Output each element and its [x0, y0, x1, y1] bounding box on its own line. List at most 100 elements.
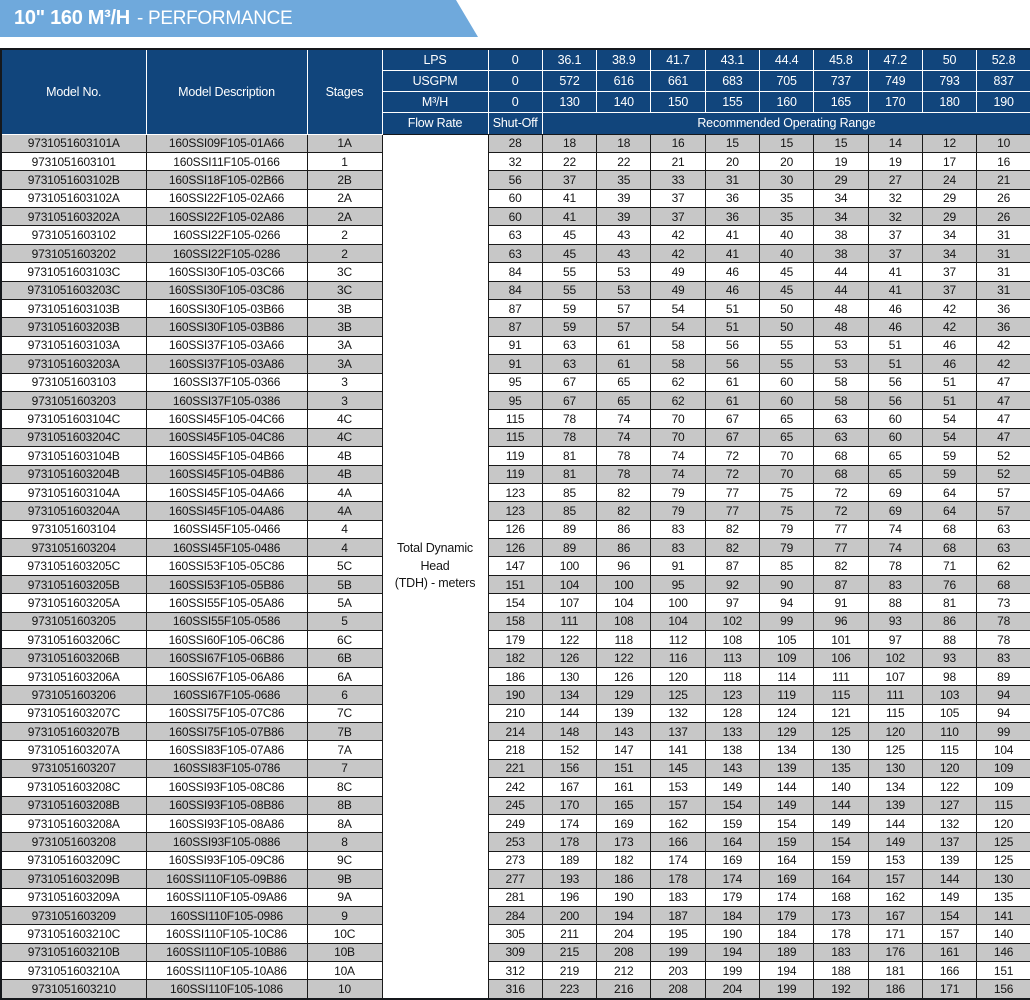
model-no-cell: 9731051603208A [0, 813, 147, 834]
unit-value-cell: 47.2 [867, 48, 923, 71]
value-cell: 57 [976, 482, 1030, 503]
value-cell: 62 [650, 390, 706, 411]
unit-value-cell: 140 [596, 90, 652, 114]
model-description-cell: 160SSI93F105-08B86 [145, 795, 308, 815]
value-cell: 62 [976, 556, 1030, 576]
value-cell: 38 [813, 225, 869, 245]
value-cell: 133 [704, 721, 760, 742]
value-cell: 36 [704, 188, 760, 209]
value-cell: 53 [596, 262, 652, 282]
value-cell: 21 [650, 151, 706, 172]
value-cell: 51 [704, 317, 760, 337]
value-cell: 44 [813, 262, 869, 282]
value-cell: 49 [650, 262, 706, 282]
value-cell: 154 [704, 795, 760, 815]
value-cell: 245 [487, 795, 543, 815]
value-cell: 63 [976, 519, 1030, 540]
table-row: 9731051603206 160SSI67F105-0686 6 190 134 129… [0, 685, 1030, 705]
value-cell: 149 [704, 777, 760, 797]
value-cell: 100 [650, 593, 706, 613]
value-cell: 242 [487, 777, 543, 797]
value-cell: 46 [867, 299, 923, 319]
value-cell: 83 [867, 574, 923, 595]
value-cell: 125 [650, 685, 706, 705]
value-cell: 119 [758, 685, 815, 705]
value-cell: 134 [541, 685, 598, 705]
value-cell: 312 [487, 961, 543, 981]
value-cell: 54 [921, 427, 978, 448]
unit-value-cell: 41.7 [650, 48, 706, 71]
value-cell: 104 [596, 593, 652, 613]
value-cell: 37 [867, 225, 923, 245]
value-cell: 63 [976, 538, 1030, 558]
value-cell: 52 [976, 446, 1030, 466]
value-cell: 174 [758, 887, 815, 907]
value-cell: 115 [867, 703, 923, 724]
stages-cell: 4B [306, 464, 383, 484]
value-cell: 91 [487, 335, 543, 356]
value-cell: 190 [704, 924, 760, 944]
unit-label-m3h: M³/H [381, 90, 489, 114]
table-body: 9731051603101A 160SSI09F105-01A66 1A Total … [0, 133, 1030, 1000]
value-cell: 37 [921, 262, 978, 282]
value-cell: 86 [596, 519, 652, 540]
value-cell: 199 [704, 961, 760, 981]
model-description-cell: 160SSI67F105-06A86 [145, 666, 308, 687]
model-description-cell: 160SSI110F105-10A86 [145, 961, 308, 981]
model-description-cell: 160SSI67F105-0686 [145, 685, 308, 705]
stages-cell: 4 [306, 519, 383, 540]
table-row: 9731051603204B 160SSI45F105-04B86 4B 119 81 7… [0, 464, 1030, 484]
value-cell: 139 [596, 703, 652, 724]
value-cell: 63 [541, 335, 598, 356]
value-cell: 19 [867, 151, 923, 172]
value-cell: 124 [758, 703, 815, 724]
value-cell: 184 [704, 905, 760, 926]
value-cell: 42 [921, 299, 978, 319]
value-cell: 78 [596, 446, 652, 466]
value-cell: 97 [867, 630, 923, 650]
stages-cell: 3A [306, 335, 383, 356]
model-description-cell: 160SSI93F105-08A86 [145, 813, 308, 834]
value-cell: 106 [813, 648, 869, 668]
stages-cell: 10C [306, 924, 383, 944]
table-row: 9731051603208 160SSI93F105-0886 8 253 178 173… [0, 832, 1030, 852]
value-cell: 127 [921, 795, 978, 815]
value-cell: 16 [976, 151, 1030, 172]
value-cell: 47 [976, 372, 1030, 392]
value-cell: 79 [650, 501, 706, 521]
value-cell: 31 [704, 170, 760, 190]
value-cell: 119 [487, 464, 543, 484]
value-cell: 120 [976, 813, 1030, 834]
model-description-cell: 160SSI110F105-0986 [145, 905, 308, 926]
value-cell: 143 [596, 721, 652, 742]
value-cell: 140 [813, 777, 869, 797]
model-description-cell: 160SSI67F105-06B86 [145, 648, 308, 668]
value-cell: 204 [704, 979, 760, 1000]
value-cell: 199 [758, 979, 815, 1000]
unit-value-cell: 52.8 [976, 48, 1030, 71]
value-cell: 200 [541, 905, 598, 926]
stages-cell: 8B [306, 795, 383, 815]
table-row: 9731051603204A 160SSI45F105-04A86 4A 123 85 8… [0, 501, 1030, 521]
value-cell: 34 [813, 207, 869, 227]
value-cell: 120 [867, 721, 923, 742]
value-cell: 65 [758, 427, 815, 448]
value-cell: 154 [758, 813, 815, 834]
col-header-flow-rate: Flow Rate [381, 112, 489, 135]
value-cell: 212 [596, 961, 652, 981]
value-cell: 35 [758, 207, 815, 227]
value-cell: 194 [704, 942, 760, 963]
value-cell: 12 [921, 133, 978, 153]
value-cell: 79 [758, 538, 815, 558]
table-row: 9731051603203B 160SSI30F105-03B86 3B 87 59 57… [0, 317, 1030, 337]
value-cell: 37 [650, 188, 706, 209]
value-cell: 67 [541, 390, 598, 411]
value-cell: 192 [813, 979, 869, 1000]
value-cell: 65 [758, 409, 815, 429]
value-cell: 58 [813, 372, 869, 392]
table-row: 9731051603203C 160SSI30F105-03C86 3C 84 55 53… [0, 280, 1030, 301]
value-cell: 89 [976, 666, 1030, 687]
value-cell: 57 [596, 299, 652, 319]
value-cell: 63 [487, 243, 543, 264]
value-cell: 55 [541, 280, 598, 301]
